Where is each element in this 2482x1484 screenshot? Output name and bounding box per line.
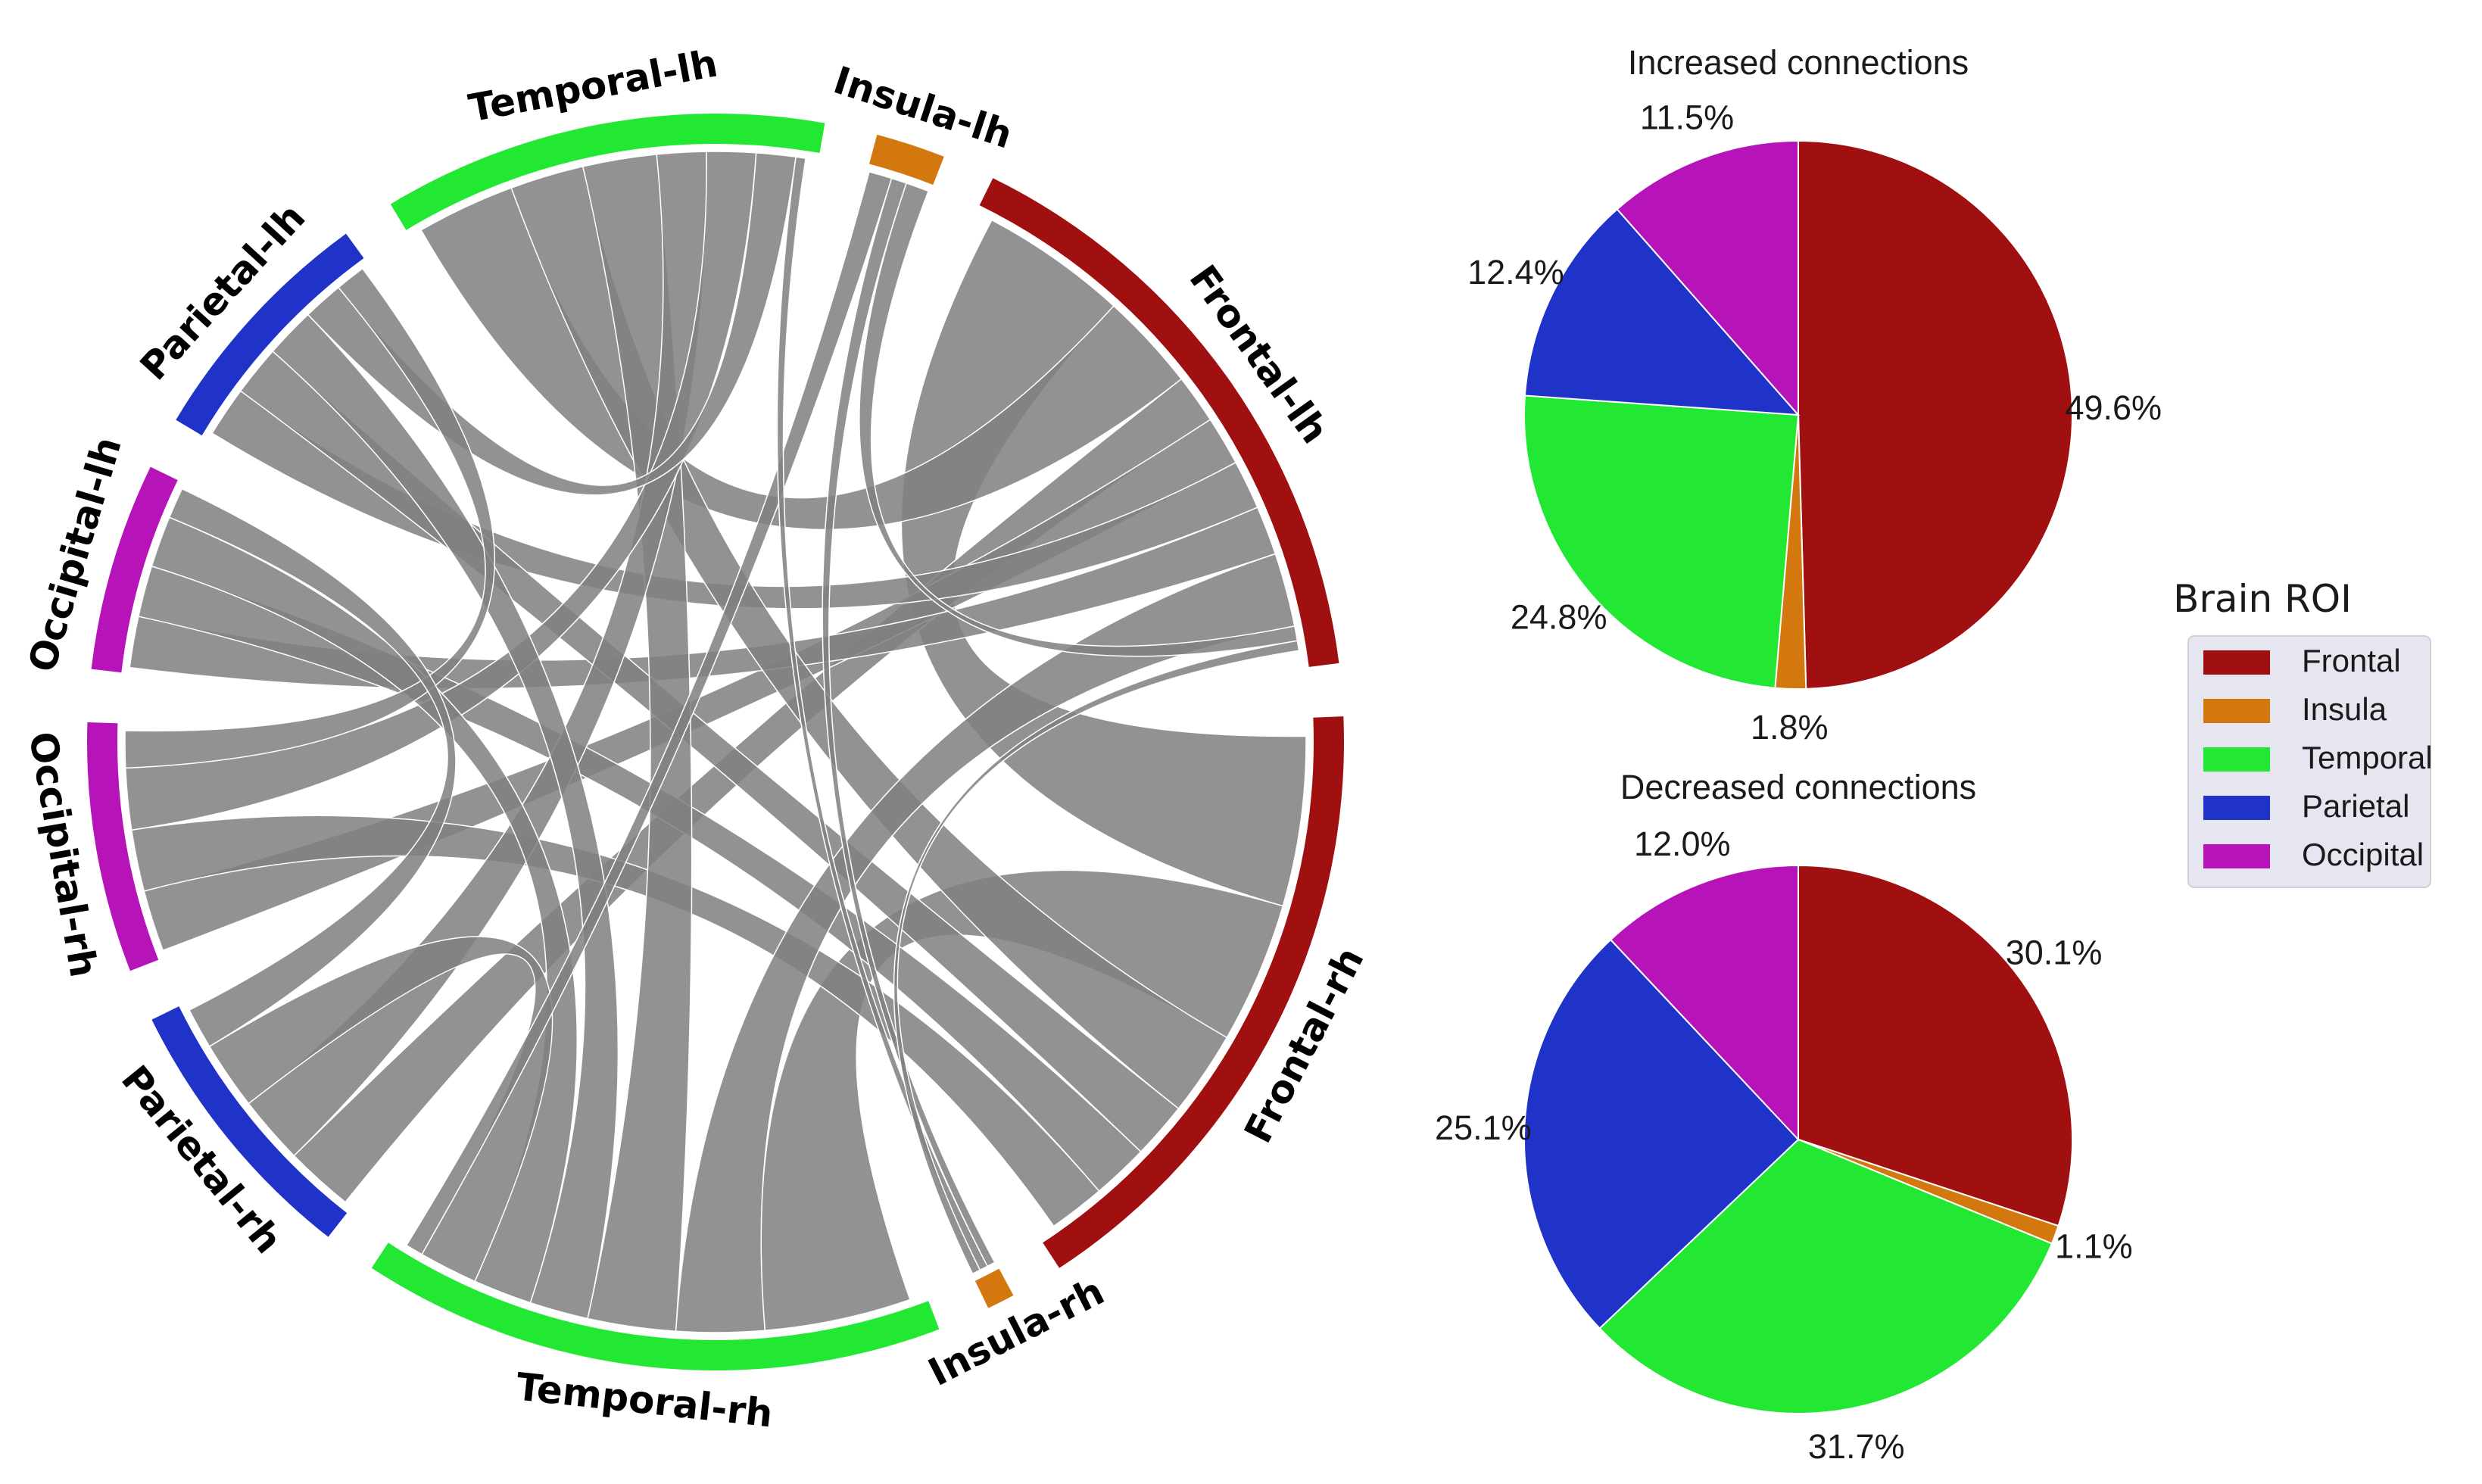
pie-label-decreased-occipital: 12.0% — [1634, 825, 1731, 863]
pie-label-increased-frontal: 49.6% — [2065, 388, 2162, 427]
decreased-connections-pie: Decreased connections 30.1% 1.1% 31.7% 25.1… — [1435, 768, 2133, 1466]
pie-title-increased: Increased connections — [1628, 43, 1969, 82]
pie-slices-decreased — [1523, 864, 2073, 1414]
pie-label-decreased-parietal: 25.1% — [1435, 1108, 1532, 1147]
pie-slice-decreased-temporal — [1598, 1138, 2053, 1414]
legend-swatch-frontal — [2203, 650, 2270, 675]
chord-ribbon-parietal-lh-occipital-rh — [124, 267, 495, 769]
pie-slice-increased-temporal — [1523, 394, 1800, 689]
chord-ribbon-occipital-lh-parietal-rh — [168, 488, 457, 1048]
chord-label-insula-lh: Insula-lh — [828, 58, 1018, 157]
increased-connections-pie: Increased connections 49.6% 1.8% 24.8% 12.4… — [1467, 43, 2162, 747]
pie-label-increased-occipital: 11.5% — [1640, 98, 1734, 136]
chord-ribbon-insula-rh-frontal-lh — [893, 640, 1300, 1275]
chord-arc-temporal-rh — [371, 1242, 940, 1370]
chord-ribbon-frontal-lh-temporal-lh — [420, 187, 1183, 531]
pie-labels-increased: 49.6% 1.8% 24.8% 12.4% 11.5% — [1467, 98, 2162, 747]
pie-label-decreased-frontal: 30.1% — [2006, 933, 2103, 971]
pie-slice-decreased-occipital — [1609, 864, 1799, 1142]
chord-arc-occipital-rh — [87, 722, 159, 971]
chord-arc-parietal-rh — [151, 1006, 348, 1237]
chord-ribbon-frontal-lh-occipital-lh — [129, 507, 1277, 690]
legend-label-temporal: Temporal — [2302, 740, 2433, 775]
chord-ribbon-insula-lh-frontal-lh — [859, 182, 1299, 657]
chord-arc-frontal-rh — [1043, 716, 1345, 1268]
legend-swatch-temporal — [2203, 747, 2270, 772]
legend-swatch-parietal — [2203, 796, 2270, 820]
legend-label-frontal: Frontal — [2302, 643, 2401, 678]
chord-arc-occipital-lh — [91, 466, 178, 673]
legend-label-insula: Insula — [2302, 691, 2387, 727]
pie-label-increased-parietal: 12.4% — [1467, 253, 1564, 292]
pie-title-decreased: Decreased connections — [1620, 768, 1976, 806]
legend-label-parietal: Parietal — [2302, 788, 2409, 824]
chord-label-insula-rh: Insula-rh — [921, 1269, 1111, 1395]
chord-ribbon-temporal-rh-parietal-lh — [272, 313, 619, 1320]
chord-arcs — [87, 114, 1345, 1370]
pie-label-decreased-insula: 1.1% — [2055, 1227, 2133, 1266]
chord-ribbon-insula-lh-temporal-rh — [405, 170, 893, 1255]
pie-slice-decreased-parietal — [1523, 938, 1800, 1330]
chord-diagram: Frontal-rhInsula-rhTemporal-rhParietal-r… — [20, 41, 1372, 1436]
legend-swatch-insula — [2203, 699, 2270, 723]
chord-arc-insula-rh — [974, 1268, 1014, 1308]
chord-ribbon-frontal-rh-temporal-lh — [510, 166, 1228, 1110]
legend-title: Brain ROI — [2173, 577, 2352, 621]
pie-label-decreased-temporal: 31.7% — [1808, 1427, 1905, 1466]
chord-label-temporal-rh: Temporal-rh — [514, 1364, 775, 1436]
chord-arc-temporal-lh — [390, 114, 825, 230]
pie-label-increased-insula: 1.8% — [1751, 708, 1829, 747]
chord-ribbon-frontal-lh-temporal-rh — [675, 553, 1296, 1333]
pie-slices-increased — [1523, 139, 2073, 691]
pie-slice-increased-occipital — [1616, 139, 1799, 417]
pie-labels-decreased: 30.1% 1.1% 31.7% 25.1% 12.0% — [1435, 825, 2133, 1466]
legend-swatch-occipital — [2203, 844, 2270, 868]
chord-ribbons — [124, 151, 1307, 1333]
chord-ribbon-insula-rh-temporal-lh — [776, 156, 989, 1271]
chord-ribbon-insula-lh-insula-rh — [822, 177, 996, 1267]
chord-arc-frontal-lh — [979, 178, 1339, 667]
chord-ribbon-frontal-rh-occipital-lh — [137, 565, 1142, 1192]
legend-label-occipital: Occipital — [2302, 837, 2424, 872]
pie-slice-increased-frontal — [1798, 139, 2073, 690]
pie-slice-increased-parietal — [1523, 207, 1801, 416]
legend-entries: Frontal Insula Temporal Parietal Occipital — [2203, 643, 2433, 872]
pie-label-increased-temporal: 24.8% — [1511, 598, 1607, 637]
legend: Brain ROI Frontal Insula Temporal Parietal O… — [2173, 577, 2433, 888]
chord-arc-insula-lh — [869, 134, 944, 186]
pie-slice-decreased-frontal — [1798, 864, 2073, 1227]
chord-arc-parietal-lh — [176, 233, 364, 436]
